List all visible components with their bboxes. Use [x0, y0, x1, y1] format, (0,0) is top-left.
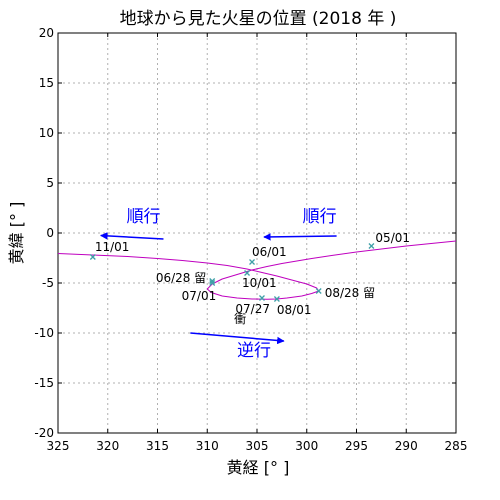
direction-arrow [263, 233, 337, 241]
date-label: 11/01 [95, 240, 130, 254]
date-label: 05/01 [375, 231, 410, 245]
date-marker-x [244, 270, 251, 276]
date-marker-x [89, 254, 96, 260]
date-marker-x [368, 243, 375, 249]
direction-arrow [100, 232, 164, 240]
y-tick-label: -5 [42, 276, 54, 290]
date-marker-x [259, 295, 265, 301]
date-label: 06/28 留 [156, 271, 206, 285]
x-tick-label: 310 [196, 439, 219, 453]
mars-path-line [57, 240, 457, 300]
date-marker-x [209, 278, 216, 284]
y-axis-ticks: -20 -15 -10 -5 0 5 10 15 20 [34, 26, 456, 440]
date-label: 08/01 [277, 303, 312, 317]
y-tick-label: -15 [34, 376, 54, 390]
y-axis-label: 黄緯 [° ] [7, 202, 26, 265]
direction-label: 順行 [303, 207, 337, 227]
y-tick-label: -20 [34, 426, 54, 440]
y-tick-label: 0 [46, 226, 54, 240]
x-tick-label: 315 [146, 439, 169, 453]
chart-title: 地球から見た火星の位置 (2018 年 ) [120, 9, 397, 29]
date-markers: 05/01 06/01 06/28 留 07/01 07/27 08/01 08/28 留 1… [89, 231, 410, 317]
y-tick-label: 15 [39, 76, 54, 90]
x-tick-label: 290 [395, 439, 418, 453]
date-marker-x [209, 280, 216, 286]
date-label: 08/28 留 [325, 286, 375, 300]
date-marker-x [249, 259, 255, 265]
x-tick-label: 295 [345, 439, 368, 453]
opposition-label: 衝 [234, 312, 246, 326]
x-axis-label: 黄経 [° ] [227, 458, 290, 477]
y-tick-label: 5 [46, 176, 54, 190]
x-tick-label: 300 [295, 439, 318, 453]
x-tick-label: 285 [445, 439, 468, 453]
y-tick-label: 20 [39, 26, 54, 40]
y-tick-label: -10 [34, 326, 54, 340]
date-label: 07/01 [182, 289, 217, 303]
direction-label: 逆行 [237, 341, 271, 361]
x-axis-ticks: 325 320 315 310 305 300 295 290 285 [47, 33, 468, 453]
date-label: 10/01 [242, 276, 277, 290]
y-tick-label: 10 [39, 126, 54, 140]
direction-arrow [190, 332, 285, 345]
date-label: 06/01 [252, 245, 287, 259]
x-tick-label: 320 [96, 439, 119, 453]
date-marker-x [273, 296, 280, 302]
x-tick-label: 305 [246, 439, 269, 453]
series-group [57, 240, 457, 300]
date-marker-x [315, 288, 322, 294]
date-label: 07/27 [235, 302, 270, 316]
grid-lines [58, 33, 456, 433]
direction-label: 順行 [127, 207, 161, 227]
x-tick-label: 325 [47, 439, 70, 453]
